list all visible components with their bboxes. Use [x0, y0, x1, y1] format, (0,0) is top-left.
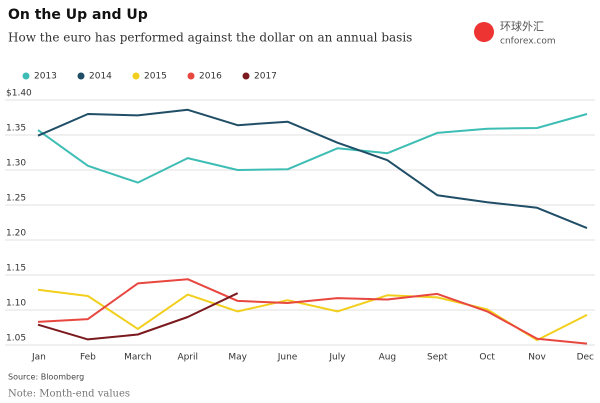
x-tick-label: Oct — [479, 353, 495, 363]
x-tick-label: June — [277, 353, 298, 363]
legend-label: 2014 — [89, 72, 112, 82]
series-line — [37, 113, 588, 184]
legend-marker — [77, 72, 85, 80]
source: Source: Bloomberg — [8, 373, 84, 382]
legend-marker — [242, 72, 250, 80]
chart-subtitle: How the euro has performed against the d… — [8, 31, 412, 45]
y-tick-label: $1.40 — [6, 89, 32, 99]
watermark: cnforex.com — [500, 37, 556, 47]
chart-title: On the Up and Up — [8, 7, 148, 23]
x-tick-label: Aug — [379, 353, 397, 363]
legend-marker — [132, 72, 140, 80]
x-tick-label: Dec — [577, 353, 594, 363]
series-line — [37, 278, 588, 345]
watermark: 环球外汇 — [500, 19, 544, 33]
x-tick-label: Nov — [528, 353, 546, 363]
x-tick-label: Sept — [427, 353, 448, 363]
legend-marker — [22, 72, 30, 80]
x-tick-label: Jan — [31, 353, 46, 363]
x-tick-label: May — [228, 353, 247, 363]
y-tick-label: 1.10 — [6, 299, 26, 309]
legend-label: 2015 — [144, 72, 167, 82]
x-tick-label: April — [177, 353, 198, 363]
series-line — [37, 292, 239, 341]
x-tick-label: Feb — [80, 353, 96, 363]
legend-marker — [187, 72, 195, 80]
legend-label: 2016 — [199, 72, 222, 82]
note: Note: Month-end values — [8, 389, 130, 400]
series-line — [37, 288, 588, 342]
y-tick-label: 1.20 — [6, 229, 26, 239]
watermark-logo — [474, 22, 494, 42]
y-tick-label: 1.35 — [6, 124, 26, 134]
legend-label: 2013 — [34, 72, 57, 82]
legend-label: 2017 — [254, 72, 277, 82]
y-tick-label: 1.25 — [6, 194, 26, 204]
y-tick-label: 1.05 — [6, 334, 26, 344]
series-line — [37, 108, 588, 230]
x-tick-label: July — [328, 353, 346, 363]
x-tick-label: March — [124, 353, 151, 363]
y-tick-label: 1.15 — [6, 264, 26, 274]
y-tick-label: 1.30 — [6, 159, 26, 169]
